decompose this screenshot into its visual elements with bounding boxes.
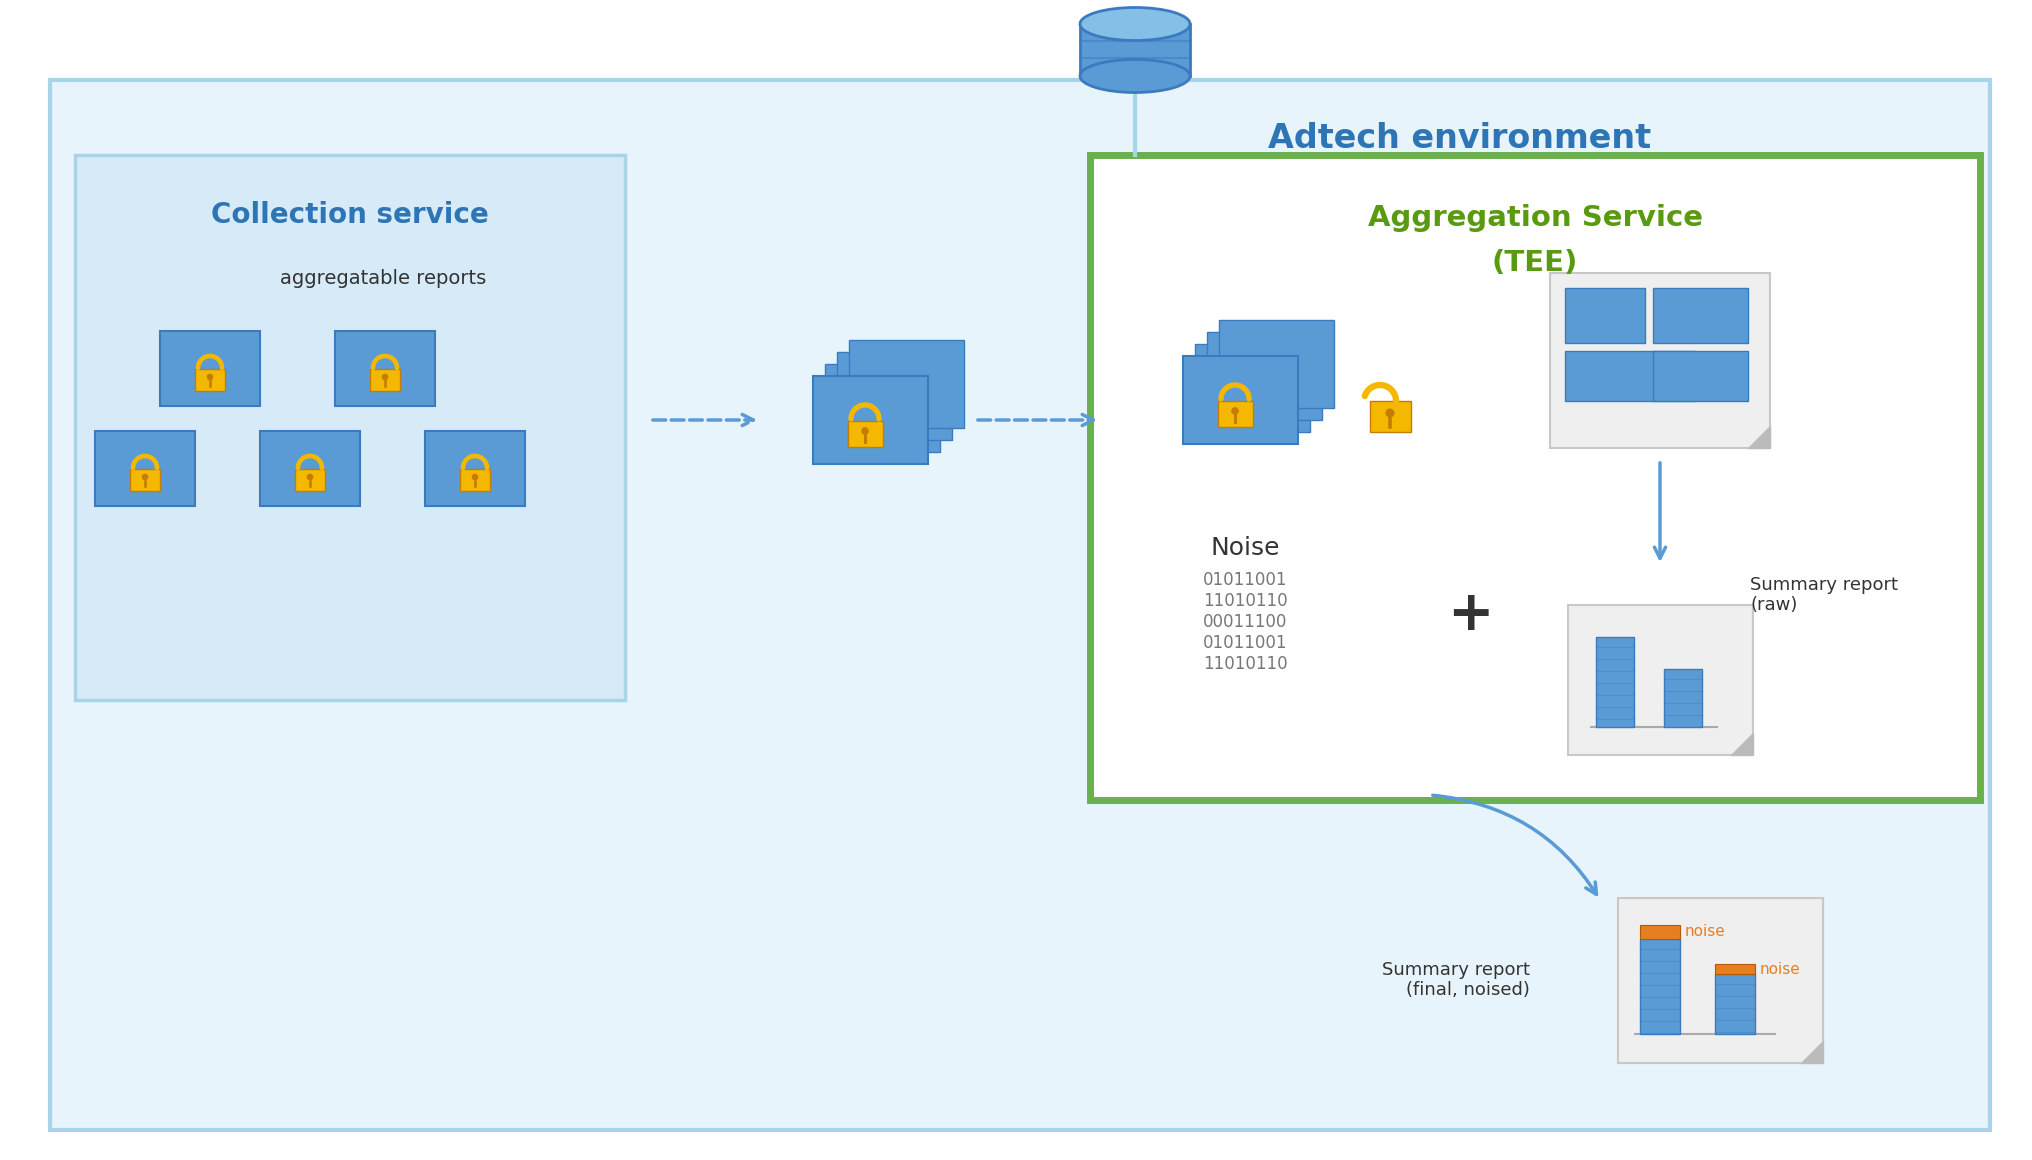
Bar bbox=[295, 469, 325, 491]
Bar bbox=[1565, 351, 1695, 401]
Bar bbox=[813, 376, 929, 464]
Bar bbox=[1370, 401, 1410, 432]
Text: Summary report
(final, noised): Summary report (final, noised) bbox=[1382, 960, 1530, 1000]
Polygon shape bbox=[1800, 1041, 1823, 1063]
Text: aggregatable reports: aggregatable reports bbox=[280, 268, 486, 288]
Ellipse shape bbox=[1231, 407, 1240, 415]
Ellipse shape bbox=[207, 374, 213, 380]
Bar bbox=[370, 369, 400, 391]
Bar bbox=[837, 351, 953, 440]
Text: Aggregation Service: Aggregation Service bbox=[1368, 204, 1703, 232]
Bar bbox=[1217, 401, 1254, 427]
Bar bbox=[195, 369, 226, 391]
Bar bbox=[1207, 332, 1323, 420]
Bar bbox=[1617, 898, 1823, 1063]
Bar bbox=[1640, 925, 1680, 938]
Polygon shape bbox=[1731, 733, 1754, 755]
Bar bbox=[1089, 155, 1979, 800]
Bar bbox=[96, 432, 195, 506]
Text: Collection service: Collection service bbox=[211, 201, 490, 229]
Text: noise: noise bbox=[1760, 962, 1800, 977]
Bar bbox=[849, 340, 963, 428]
Bar bbox=[260, 432, 360, 506]
Bar bbox=[1595, 637, 1634, 727]
Ellipse shape bbox=[1386, 408, 1394, 418]
Bar bbox=[161, 331, 260, 406]
Ellipse shape bbox=[862, 427, 870, 435]
Bar bbox=[1183, 356, 1298, 444]
Bar bbox=[1565, 288, 1646, 343]
Text: Summary report
(raw): Summary report (raw) bbox=[1750, 575, 1898, 615]
Text: Noise: Noise bbox=[1211, 536, 1280, 560]
Bar bbox=[1664, 669, 1703, 727]
Bar bbox=[1569, 606, 1754, 755]
Bar bbox=[1652, 288, 1748, 343]
Ellipse shape bbox=[1079, 59, 1191, 93]
Bar bbox=[1652, 351, 1748, 401]
Ellipse shape bbox=[382, 374, 388, 380]
Bar bbox=[459, 469, 490, 491]
Text: (TEE): (TEE) bbox=[1491, 249, 1579, 277]
Bar bbox=[130, 469, 161, 491]
Ellipse shape bbox=[471, 473, 478, 480]
Text: 01011001
11010110
00011100
01011001
11010110: 01011001 11010110 00011100 01011001 1101… bbox=[1203, 572, 1288, 673]
Bar bbox=[335, 331, 435, 406]
Bar bbox=[425, 432, 524, 506]
Ellipse shape bbox=[1079, 7, 1191, 41]
Text: noise: noise bbox=[1685, 925, 1725, 940]
Bar bbox=[847, 421, 884, 447]
Bar bbox=[1640, 938, 1680, 1034]
Text: Adtech environment: Adtech environment bbox=[1268, 122, 1652, 154]
Ellipse shape bbox=[307, 473, 313, 480]
Bar bbox=[1550, 273, 1770, 448]
Bar bbox=[1219, 320, 1333, 408]
Bar bbox=[1715, 964, 1756, 974]
Bar bbox=[1715, 974, 1756, 1034]
Bar bbox=[1079, 24, 1191, 77]
Bar bbox=[75, 155, 626, 699]
Text: +: + bbox=[1447, 588, 1494, 641]
Bar bbox=[1195, 345, 1311, 432]
Polygon shape bbox=[1748, 426, 1770, 448]
Ellipse shape bbox=[142, 473, 148, 480]
Bar bbox=[825, 364, 941, 452]
